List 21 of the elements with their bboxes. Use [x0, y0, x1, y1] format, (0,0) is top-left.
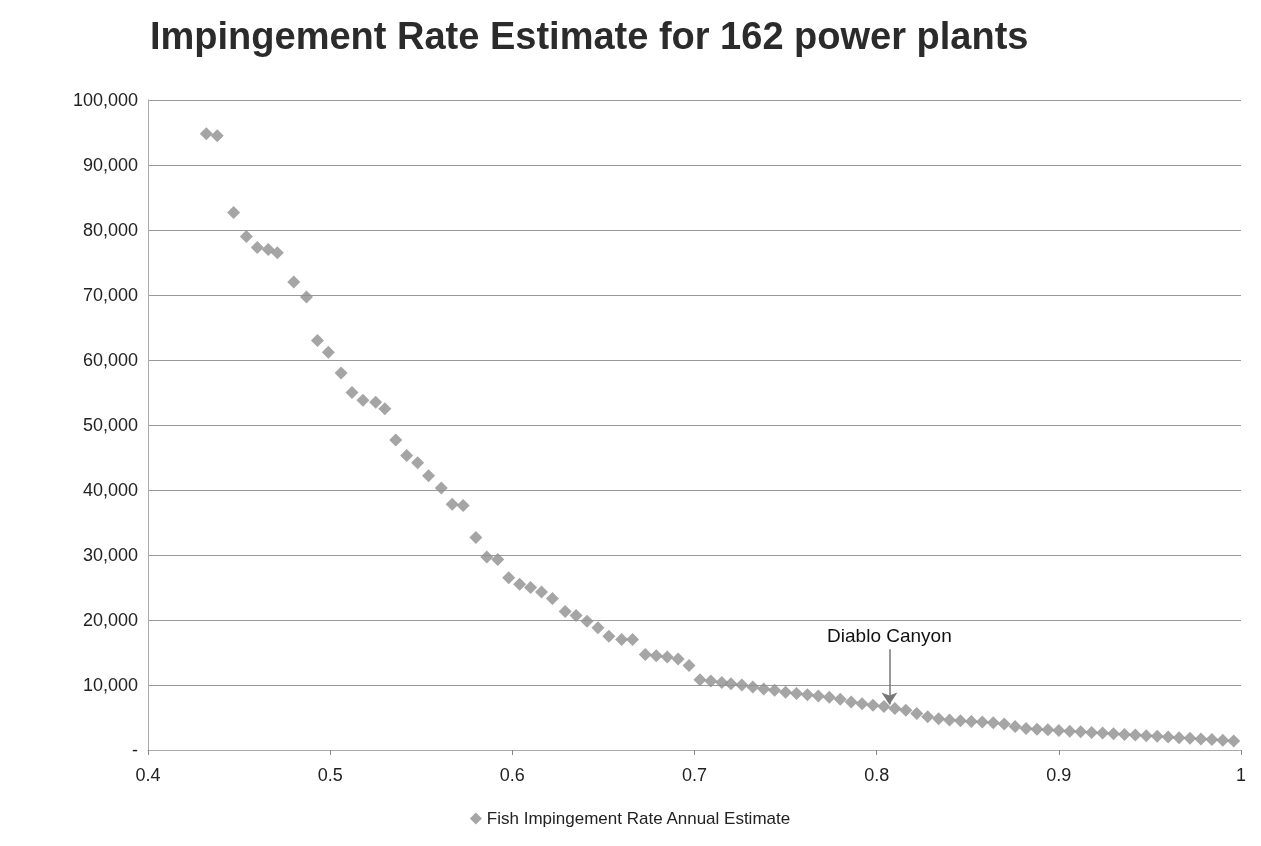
- y-tick-label: -: [132, 740, 138, 760]
- y-tick-label: 60,000: [82, 350, 138, 370]
- x-tick-label: 0.9: [1046, 765, 1072, 785]
- annotation: Diablo Canyon: [827, 625, 952, 647]
- chart-title: Impingement Rate Estimate for 162 power plants: [150, 15, 1029, 57]
- y-tick-label: 80,000: [82, 220, 138, 240]
- x-tick-label: 1: [1235, 765, 1247, 785]
- y-tick-label: 30,000: [82, 545, 138, 565]
- x-tick-label: 0.5: [317, 765, 343, 785]
- x-tick-label: 0.7: [681, 765, 708, 785]
- y-tick-label: 100,000: [72, 90, 138, 110]
- x-tick-label: 0.4: [135, 765, 161, 785]
- y-tick-label: 70,000: [82, 285, 138, 305]
- y-tick-label: 40,000: [82, 480, 138, 500]
- x-tick-label: 0.8: [864, 765, 890, 785]
- y-tick-label: 10,000: [82, 675, 138, 695]
- y-tick-label: 90,000: [82, 155, 138, 175]
- y-tick-label: 50,000: [82, 415, 138, 435]
- y-tick-label: 20,000: [82, 610, 138, 630]
- legend-label: Fish Impingement Rate Annual Estimate: [486, 809, 791, 828]
- x-tick-label: 0.6: [499, 765, 525, 785]
